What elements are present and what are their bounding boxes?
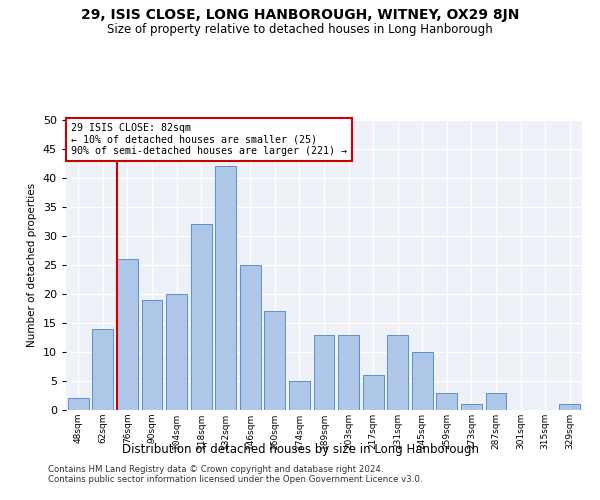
Bar: [436, 392, 457, 410]
Bar: [117, 259, 138, 410]
Bar: [485, 392, 506, 410]
Bar: [412, 352, 433, 410]
Y-axis label: Number of detached properties: Number of detached properties: [27, 183, 37, 347]
Bar: [68, 398, 89, 410]
Bar: [461, 404, 482, 410]
Text: Contains HM Land Registry data © Crown copyright and database right 2024.: Contains HM Land Registry data © Crown c…: [48, 466, 383, 474]
Bar: [362, 375, 383, 410]
Bar: [559, 404, 580, 410]
Bar: [387, 334, 408, 410]
Bar: [240, 265, 261, 410]
Bar: [289, 381, 310, 410]
Text: Distribution of detached houses by size in Long Hanborough: Distribution of detached houses by size …: [121, 442, 479, 456]
Bar: [166, 294, 187, 410]
Text: 29, ISIS CLOSE, LONG HANBOROUGH, WITNEY, OX29 8JN: 29, ISIS CLOSE, LONG HANBOROUGH, WITNEY,…: [81, 8, 519, 22]
Bar: [314, 334, 334, 410]
Bar: [92, 329, 113, 410]
Bar: [142, 300, 163, 410]
Text: Size of property relative to detached houses in Long Hanborough: Size of property relative to detached ho…: [107, 22, 493, 36]
Bar: [338, 334, 359, 410]
Bar: [215, 166, 236, 410]
Text: Contains public sector information licensed under the Open Government Licence v3: Contains public sector information licen…: [48, 476, 422, 484]
Bar: [191, 224, 212, 410]
Bar: [265, 312, 286, 410]
Text: 29 ISIS CLOSE: 82sqm
← 10% of detached houses are smaller (25)
90% of semi-detac: 29 ISIS CLOSE: 82sqm ← 10% of detached h…: [71, 123, 347, 156]
